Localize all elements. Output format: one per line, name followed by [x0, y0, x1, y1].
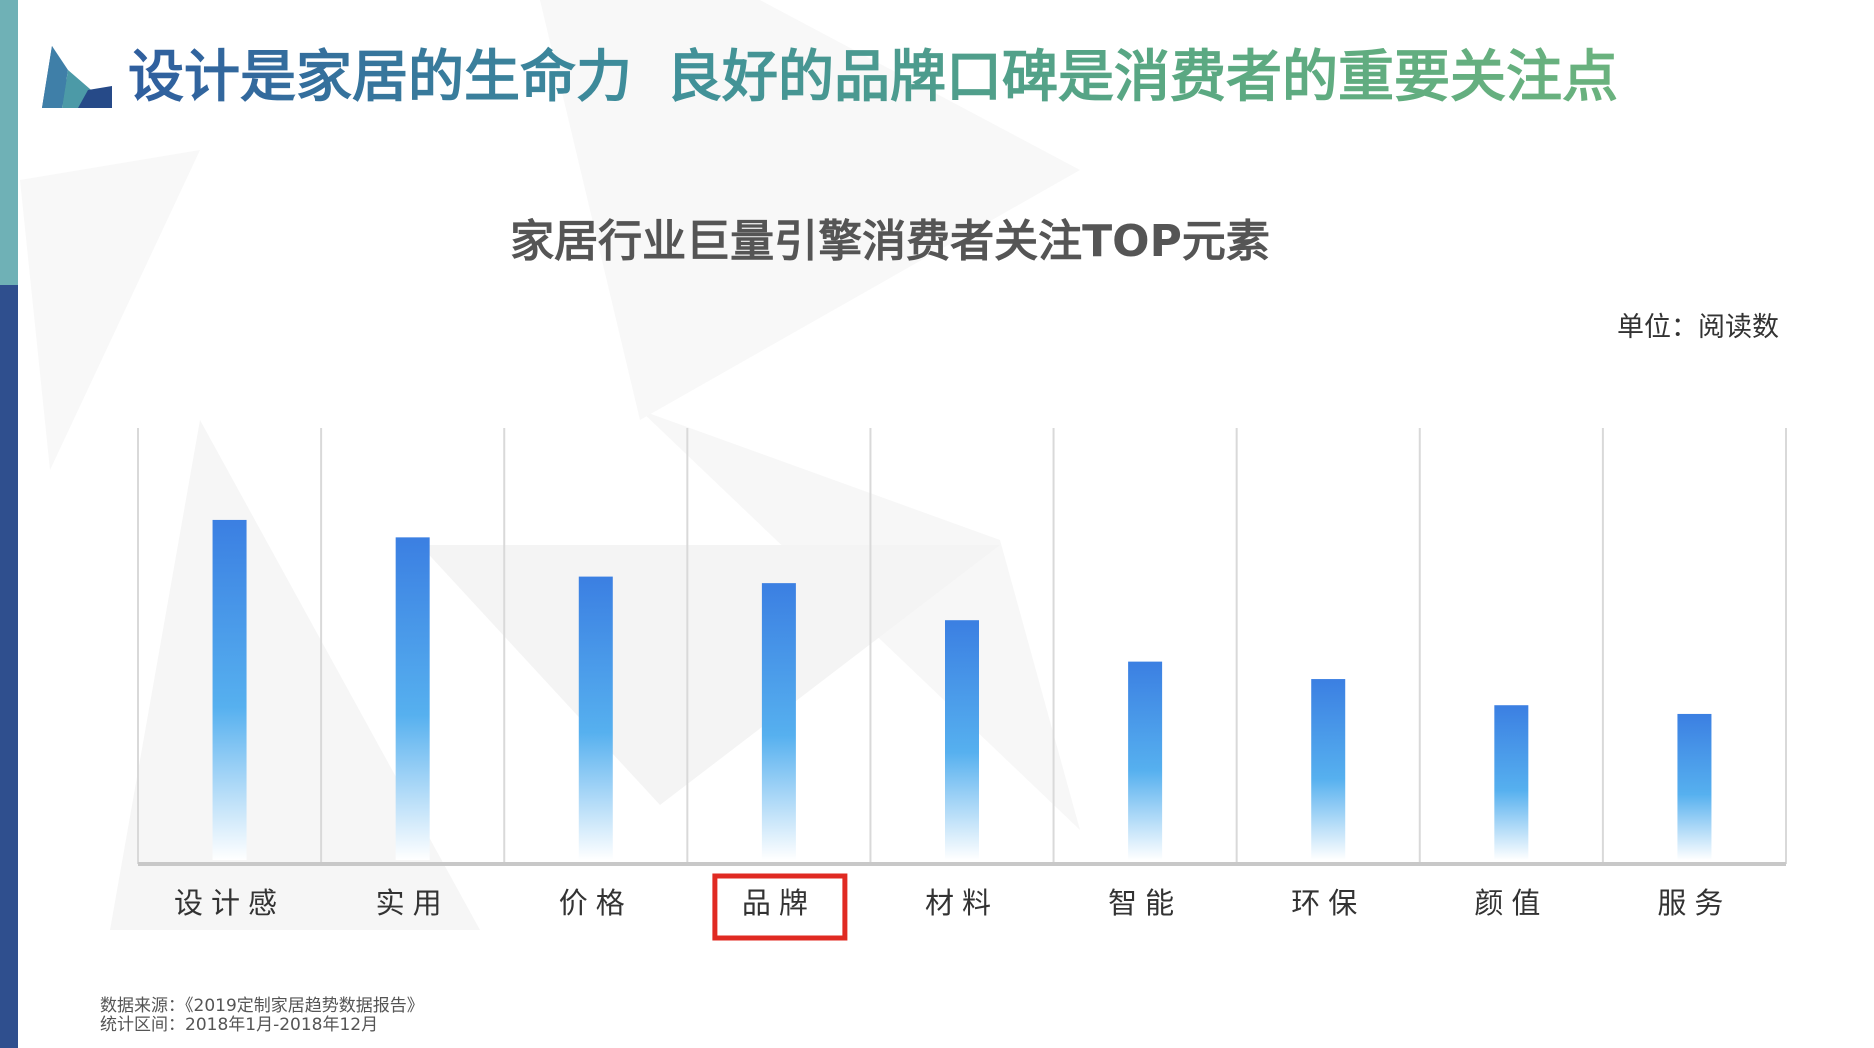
- bar-1: [212, 519, 247, 860]
- bar-5: [945, 620, 979, 860]
- logo-icon: [42, 46, 112, 108]
- category-label-7: 环保: [1291, 886, 1365, 920]
- bar-7: [1311, 679, 1346, 860]
- category-label-4: 品牌: [742, 886, 816, 920]
- category-label-3: 价格: [559, 886, 633, 920]
- bar-9: [1677, 713, 1712, 860]
- bar-4: [761, 583, 796, 860]
- sidebar-accent-bottom: [0, 285, 18, 1048]
- bar-8: [1494, 705, 1529, 860]
- category-label-9: 服务: [1657, 886, 1731, 920]
- bar-3: [578, 576, 613, 860]
- highlight-box: [712, 873, 848, 941]
- chart-title: 家居行业巨量引擎消费者关注TOP元素: [510, 216, 1270, 267]
- category-label-5: 材料: [925, 886, 999, 920]
- footnote: 数据来源：《2019定制家居趋势数据报告》 统计区间：2018年1月-2018年…: [100, 997, 424, 1035]
- footnote-period: 统计区间：2018年1月-2018年12月: [100, 1015, 379, 1035]
- sidebar-accent-top: [0, 0, 18, 285]
- footnote-source: 数据来源：《2019定制家居趋势数据报告》: [100, 996, 424, 1016]
- category-label-8: 颜值: [1474, 886, 1548, 920]
- category-label-1: 设计感: [174, 886, 285, 920]
- unit-label: 单位：阅读数: [1617, 312, 1779, 343]
- bar-6: [1128, 661, 1163, 860]
- category-label-2: 实用: [376, 886, 450, 920]
- category-label-6: 智能: [1108, 886, 1182, 920]
- bar-2: [395, 537, 430, 860]
